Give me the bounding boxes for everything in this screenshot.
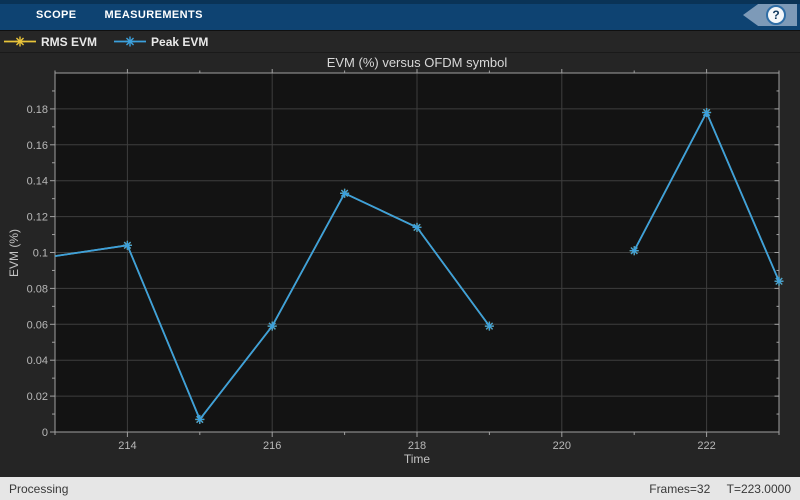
- svg-text:0.02: 0.02: [27, 391, 48, 403]
- legend-label: Peak EVM: [151, 34, 209, 49]
- svg-text:0.14: 0.14: [27, 176, 48, 188]
- grid-lines: [55, 73, 779, 432]
- legend-marker-icon: [114, 36, 147, 47]
- toolstrip: SCOPE MEASUREMENTS ?: [0, 0, 800, 30]
- legend-item-peak-evm[interactable]: Peak EVM: [113, 35, 208, 49]
- chart-figure: 214 216 218 220 222 0 0.02 0.04 0.06 0.08 0.1 0.12 0…: [0, 53, 800, 477]
- y-axis-label: EVM (%): [7, 229, 21, 277]
- series-peak-evm: [54, 107, 784, 424]
- x-axis-label: Time: [403, 452, 431, 466]
- tab-measurements[interactable]: MEASUREMENTS: [104, 9, 203, 21]
- status-frames: Frames=32: [649, 481, 711, 496]
- axis-ticks: [50, 69, 780, 437]
- chart-canvas[interactable]: 214 216 218 220 22200.020.040.060.080.10.120…: [0, 53, 800, 477]
- legend: RMS EVM Peak EVM: [0, 30, 800, 53]
- svg-text:0.18: 0.18: [27, 104, 48, 116]
- svg-text:0: 0: [42, 427, 48, 439]
- svg-text:214: 214: [118, 440, 136, 452]
- tab-scope[interactable]: SCOPE: [36, 9, 77, 21]
- status-message: Processing: [9, 481, 69, 496]
- svg-text:218: 218: [408, 440, 426, 452]
- svg-text:0.12: 0.12: [27, 212, 48, 224]
- svg-text:0.1: 0.1: [33, 248, 48, 260]
- status-time: T=223.0000: [726, 481, 791, 496]
- legend-item-rms-evm[interactable]: RMS EVM: [3, 35, 97, 49]
- help-icon: ?: [766, 5, 786, 25]
- svg-text:222: 222: [697, 440, 715, 452]
- svg-text:0.16: 0.16: [27, 140, 48, 152]
- legend-label: RMS EVM: [41, 34, 98, 49]
- help-button[interactable]: ?: [743, 3, 797, 27]
- status-metrics: Frames=32 T=223.0000: [649, 482, 791, 496]
- x-tick-labels: 214 216 218 220 222: [118, 440, 716, 452]
- status-bar: Processing Frames=32 T=223.0000: [0, 477, 800, 500]
- svg-text:0.04: 0.04: [27, 355, 48, 367]
- svg-text:0.08: 0.08: [27, 283, 48, 295]
- svg-text:216: 216: [263, 440, 281, 452]
- y-tick-labels: 0 0.02 0.04 0.06 0.08 0.1 0.12 0.14 0.16 0.18: [27, 104, 48, 439]
- chart-title: EVM (%) versus OFDM symbol: [326, 55, 508, 70]
- svg-text:220: 220: [553, 440, 571, 452]
- svg-text:0.06: 0.06: [27, 319, 48, 331]
- legend-marker-icon: [4, 36, 36, 47]
